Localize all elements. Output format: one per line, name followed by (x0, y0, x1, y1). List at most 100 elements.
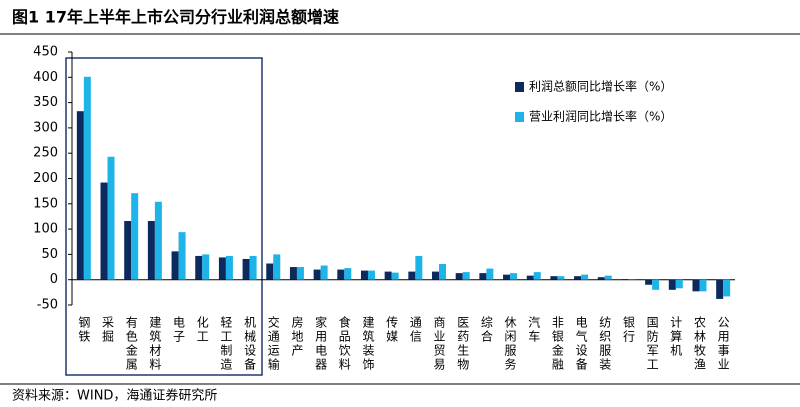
y-tick-label: 200 (33, 171, 58, 186)
x-tick-label: 医药生物 (456, 316, 470, 372)
bar (266, 263, 274, 280)
bar (550, 276, 558, 280)
bar (604, 275, 612, 280)
bar (296, 267, 304, 280)
x-tick-label: 国防军工 (645, 316, 659, 372)
bar (147, 221, 155, 280)
x-tick-label: 传媒 (385, 315, 399, 344)
bar (675, 279, 683, 289)
bar (320, 265, 328, 280)
x-tick-label: 采掘 (101, 316, 115, 344)
bar (218, 257, 226, 280)
x-tick-label: 休闲服务 (503, 316, 517, 372)
bar (439, 264, 447, 280)
bar (581, 274, 589, 280)
bar (202, 254, 210, 280)
x-tick-label: 商业贸易 (432, 315, 446, 372)
bar (462, 272, 470, 280)
bar (384, 271, 392, 280)
bar (628, 279, 636, 280)
bar (131, 193, 139, 280)
y-tick-label: 150 (33, 196, 58, 211)
x-tick-label: 公用事业 (716, 316, 730, 372)
x-tick-label: 钢铁 (77, 316, 91, 344)
bar (225, 255, 233, 280)
bar (668, 279, 676, 290)
x-tick-label: 轻工制造 (219, 316, 233, 372)
bar (154, 201, 162, 280)
y-tick-label: 350 (33, 95, 58, 110)
x-tick-label: 银行 (621, 316, 635, 344)
bar (645, 279, 653, 285)
bar (510, 273, 518, 280)
y-tick-label: 0 (50, 272, 58, 287)
bar (432, 271, 440, 280)
bar (344, 268, 352, 280)
bar (391, 272, 399, 280)
bar (83, 76, 91, 280)
bar (367, 270, 375, 280)
bar (313, 269, 321, 280)
x-tick-label: 纺织服装 (598, 316, 612, 372)
bar (723, 279, 731, 297)
legend-label: 营业利润同比增长率（%） (529, 109, 672, 124)
bar (195, 255, 203, 280)
bar (408, 271, 416, 280)
legend-label: 利润总额同比增长率（%） (529, 79, 672, 94)
y-tick-label: 50 (41, 247, 58, 262)
y-tick-label: -50 (37, 298, 58, 313)
y-tick-label: 400 (33, 70, 58, 85)
bar (337, 269, 345, 280)
x-tick-label: 建筑装饰 (361, 316, 375, 372)
bar (557, 276, 565, 280)
source: 资料来源：WIND，海通证券研究所 (12, 388, 217, 404)
y-tick-label: 250 (33, 146, 58, 161)
chart-title: 图1 17年上半年上市公司分行业利润总额增速 (12, 8, 339, 27)
bar (273, 254, 281, 280)
bar (503, 274, 511, 280)
x-tick-label: 电子 (172, 316, 186, 344)
bar (100, 182, 108, 280)
y-tick-label: 300 (33, 120, 58, 135)
bar (242, 258, 250, 280)
bar (574, 276, 582, 280)
x-tick-label: 化工 (195, 316, 209, 344)
x-tick-label: 农林牧渔 (692, 316, 706, 372)
bar (124, 221, 132, 280)
bar (455, 273, 463, 280)
x-tick-label: 有色金属 (124, 316, 138, 372)
bar (652, 279, 660, 290)
bar (178, 232, 186, 280)
bar (699, 279, 707, 292)
x-tick-label: 房地产 (290, 315, 304, 358)
x-tick-label: 电气设备 (574, 316, 588, 372)
x-tick-label: 通信 (408, 316, 422, 344)
x-tick-label: 建筑材料 (148, 316, 162, 372)
x-tick-label: 汽车 (527, 315, 541, 344)
bar (107, 156, 115, 280)
y-tick-label: 450 (33, 45, 58, 60)
bar (415, 255, 423, 280)
bar (289, 267, 297, 280)
x-tick-label: 交通运输 (266, 315, 280, 372)
highlight-box (65, 57, 263, 376)
x-tick-label: 食品饮料 (337, 315, 351, 372)
x-tick-label: 综合 (479, 316, 493, 344)
bar (479, 273, 487, 280)
bar (621, 279, 629, 280)
bar (249, 255, 257, 280)
bar (171, 251, 179, 280)
bar (692, 279, 700, 292)
legend-swatch (515, 82, 524, 92)
x-tick-label: 家用电器 (314, 315, 328, 372)
bar (360, 270, 368, 280)
bar (76, 111, 84, 280)
bar (533, 272, 541, 280)
bar (526, 275, 534, 280)
legend-swatch (515, 112, 524, 122)
bar (486, 268, 494, 280)
x-tick-label: 非银金融 (550, 316, 564, 372)
bar (597, 277, 605, 280)
y-tick-label: 100 (33, 222, 58, 237)
